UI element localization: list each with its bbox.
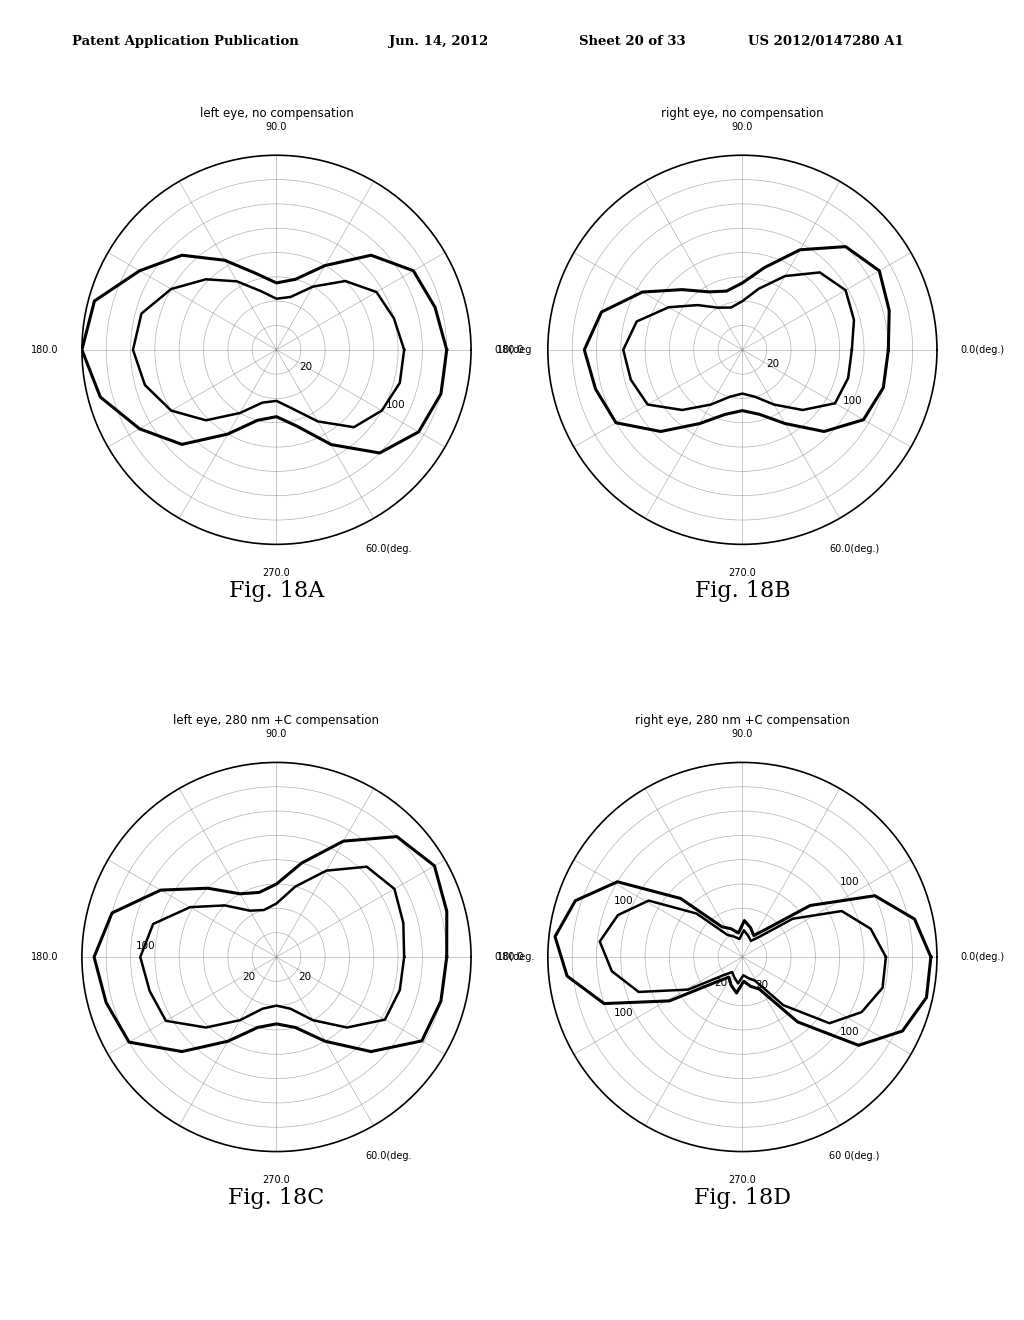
Text: left eye, no compensation: left eye, no compensation bbox=[200, 107, 353, 120]
Text: 270.0: 270.0 bbox=[728, 1175, 757, 1185]
Text: 90.0: 90.0 bbox=[732, 729, 753, 739]
Text: Fig. 18B: Fig. 18B bbox=[694, 579, 791, 602]
Text: 100: 100 bbox=[136, 941, 156, 950]
Text: left eye, 280 nm +C compensation: left eye, 280 nm +C compensation bbox=[173, 714, 380, 727]
Text: 0.0(deg: 0.0(deg bbox=[495, 345, 531, 355]
Text: 180.0: 180.0 bbox=[31, 345, 58, 355]
Text: 180.0: 180.0 bbox=[31, 952, 58, 962]
Text: 20: 20 bbox=[242, 972, 255, 982]
Text: 100: 100 bbox=[840, 876, 860, 887]
Text: 90.0: 90.0 bbox=[266, 729, 287, 739]
Text: Sheet 20 of 33: Sheet 20 of 33 bbox=[579, 34, 685, 48]
Text: 100: 100 bbox=[613, 1007, 633, 1018]
Text: 60.0(deg.): 60.0(deg.) bbox=[829, 544, 880, 553]
Text: Patent Application Publication: Patent Application Publication bbox=[72, 34, 298, 48]
Text: US 2012/0147280 A1: US 2012/0147280 A1 bbox=[748, 34, 903, 48]
Text: 0.0(deg.): 0.0(deg.) bbox=[961, 952, 1005, 962]
Text: Fig. 18D: Fig. 18D bbox=[694, 1187, 791, 1209]
Text: 100: 100 bbox=[613, 896, 633, 907]
Text: 100: 100 bbox=[840, 1027, 860, 1038]
Text: 60 0(deg.): 60 0(deg.) bbox=[829, 1151, 880, 1160]
Text: 0.0(deg.: 0.0(deg. bbox=[495, 952, 535, 962]
Text: 20: 20 bbox=[767, 359, 780, 370]
Text: 270.0: 270.0 bbox=[728, 568, 757, 578]
Text: 180.0: 180.0 bbox=[497, 952, 524, 962]
Text: Jun. 14, 2012: Jun. 14, 2012 bbox=[389, 34, 488, 48]
Text: 180.0: 180.0 bbox=[497, 345, 524, 355]
Text: 100: 100 bbox=[386, 400, 406, 411]
Text: 90.0: 90.0 bbox=[732, 121, 753, 132]
Text: 270.0: 270.0 bbox=[262, 568, 291, 578]
Text: 0.0(deg.): 0.0(deg.) bbox=[961, 345, 1005, 355]
Text: 90.0: 90.0 bbox=[266, 121, 287, 132]
Text: 60.0(deg.: 60.0(deg. bbox=[366, 1151, 412, 1160]
Text: Fig. 18C: Fig. 18C bbox=[228, 1187, 325, 1209]
Text: 20: 20 bbox=[756, 979, 768, 990]
Text: right eye, no compensation: right eye, no compensation bbox=[662, 107, 823, 120]
Text: right eye, 280 nm +C compensation: right eye, 280 nm +C compensation bbox=[635, 714, 850, 727]
Text: 20: 20 bbox=[298, 972, 311, 982]
Text: 60.0(deg.: 60.0(deg. bbox=[366, 544, 412, 553]
Text: 20: 20 bbox=[714, 978, 727, 989]
Text: 270.0: 270.0 bbox=[262, 1175, 291, 1185]
Text: 100: 100 bbox=[843, 396, 862, 407]
Text: Fig. 18A: Fig. 18A bbox=[228, 579, 325, 602]
Text: 20: 20 bbox=[299, 362, 312, 372]
